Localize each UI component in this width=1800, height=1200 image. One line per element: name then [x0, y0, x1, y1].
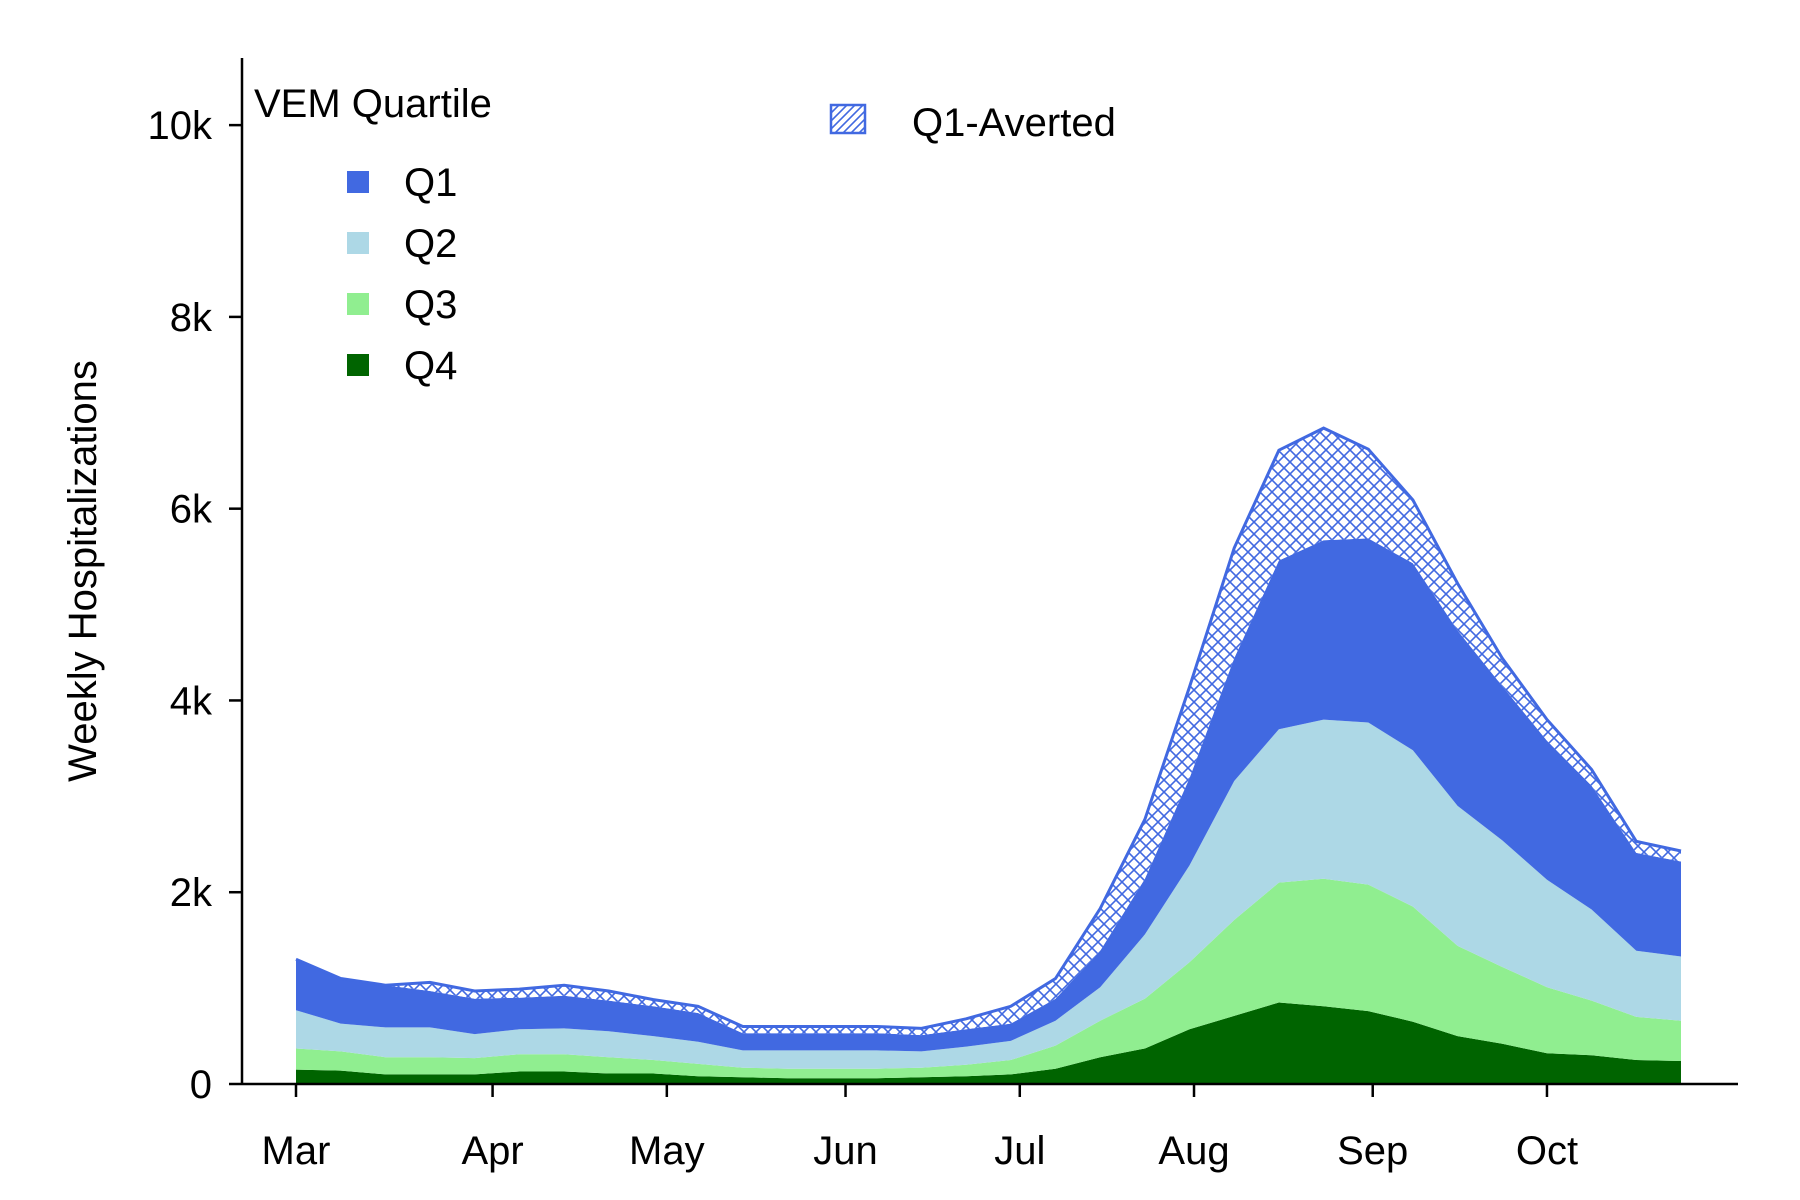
y-ticks: 0 2k 4k 6k 8k 10k	[148, 104, 242, 1107]
y-axis-title: Weekly Hospitalizations	[61, 360, 105, 782]
y-tick-label: 6k	[170, 488, 213, 532]
legend-averted: Q1-Averted	[829, 101, 1116, 145]
x-tick-label: Sep	[1337, 1129, 1408, 1173]
y-tick-label: 8k	[170, 296, 213, 340]
x-tick-label: Apr	[461, 1129, 523, 1173]
legend-items: Q1 Q2 Q3 Q4	[347, 161, 457, 388]
legend-label-q3: Q3	[404, 283, 457, 327]
legend-label-q4: Q4	[404, 344, 457, 388]
legend-label-q2: Q2	[404, 222, 457, 266]
x-ticks: Mar Apr May Jun Jul Aug Sep Oct	[262, 1084, 1578, 1173]
x-tick-label: Aug	[1158, 1129, 1229, 1173]
x-tick-label: Jun	[813, 1129, 878, 1173]
y-tick-label: 10k	[148, 104, 213, 148]
legend-label-q1-averted: Q1-Averted	[912, 101, 1116, 145]
x-tick-label: Mar	[262, 1129, 331, 1173]
legend-swatch-q4	[347, 354, 369, 376]
y-tick-label: 2k	[170, 871, 213, 915]
y-tick-label: 0	[190, 1063, 212, 1107]
legend-swatch-q3	[347, 293, 369, 315]
area-q4	[296, 1002, 1681, 1084]
x-tick-label: Oct	[1516, 1129, 1578, 1173]
axes: 0 2k 4k 6k 8k 10k Mar Apr May Jun Jul Aug Sep Oct	[148, 58, 1738, 1173]
area-q3	[296, 878, 1681, 1079]
legend-swatch-q1	[347, 171, 369, 193]
area-q1-averted-outline	[295, 426, 1682, 1030]
y-tick-label: 4k	[170, 679, 213, 723]
legend-title: VEM Quartile	[254, 82, 492, 126]
legend-swatch-q2	[347, 232, 369, 254]
legend-swatch-q1-averted	[829, 103, 867, 135]
legend-label-q1: Q1	[404, 161, 457, 205]
area-q1	[296, 538, 1681, 1052]
legend: VEM Quartile Q1 Q2 Q3 Q4	[254, 82, 492, 388]
area-q2	[296, 719, 1681, 1069]
stacked-areas	[295, 426, 1682, 1084]
x-tick-label: Jul	[994, 1129, 1045, 1173]
x-tick-label: May	[629, 1129, 705, 1173]
